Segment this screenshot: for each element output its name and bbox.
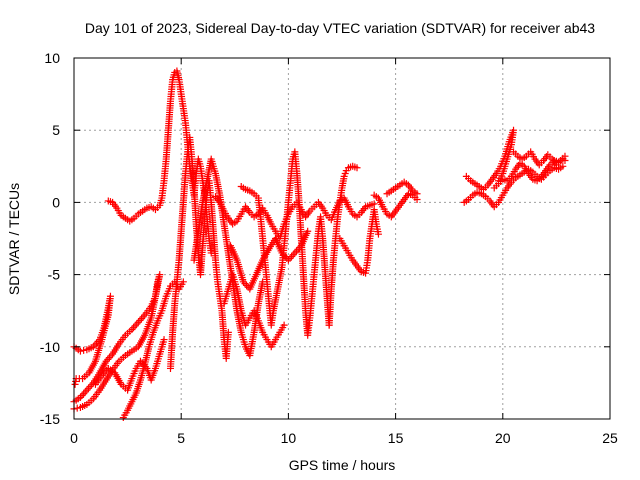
data-point-marker [304, 227, 312, 235]
y-tick-label: 5 [52, 122, 60, 138]
y-tick-label: 0 [52, 194, 60, 210]
data-track [383, 178, 421, 198]
data-point-marker [280, 321, 288, 329]
data-point-marker [559, 162, 567, 170]
data-point-marker [374, 230, 382, 238]
data-point-marker [76, 347, 84, 355]
data-track [510, 148, 569, 169]
axis-ticks: 0 5 10 15 20 25 -15 -10 -5 0 5 10 [40, 50, 618, 446]
x-tick-label: 5 [177, 430, 185, 446]
x-tick-label: 20 [495, 430, 511, 446]
chart-title: Day 101 of 2023, Sidereal Day-to-day VTE… [85, 20, 595, 36]
data-track [325, 162, 361, 329]
grid-lines [74, 58, 610, 419]
data-marks [70, 67, 569, 422]
data-point-marker [76, 403, 84, 411]
data-point-marker [160, 336, 168, 344]
y-tick-label: -5 [48, 267, 61, 283]
data-track [227, 227, 312, 293]
data-track [70, 271, 164, 413]
y-tick-label: -15 [40, 411, 60, 427]
y-axis-label: SDTVAR / TECUs [6, 183, 22, 295]
data-point-marker [71, 380, 79, 388]
x-tick-label: 0 [70, 430, 78, 446]
data-point-marker [179, 278, 187, 286]
x-tick-label: 15 [388, 430, 404, 446]
x-axis-label: GPS time / hours [289, 457, 396, 473]
data-track [70, 292, 114, 388]
data-track [336, 206, 382, 277]
data-point-marker [561, 152, 569, 160]
x-tick-label: 10 [281, 430, 297, 446]
data-point-marker [80, 346, 88, 354]
data-point-marker [413, 190, 421, 198]
data-track [91, 336, 168, 394]
data-track [220, 271, 288, 351]
plot-frame [73, 57, 611, 420]
data-point-marker [73, 404, 81, 412]
data-point-marker [224, 328, 232, 336]
x-tick-label: 25 [602, 430, 618, 446]
y-tick-label: -10 [40, 339, 60, 355]
data-track [370, 190, 421, 221]
y-tick-label: 10 [44, 50, 60, 66]
data-point-marker [353, 164, 361, 172]
